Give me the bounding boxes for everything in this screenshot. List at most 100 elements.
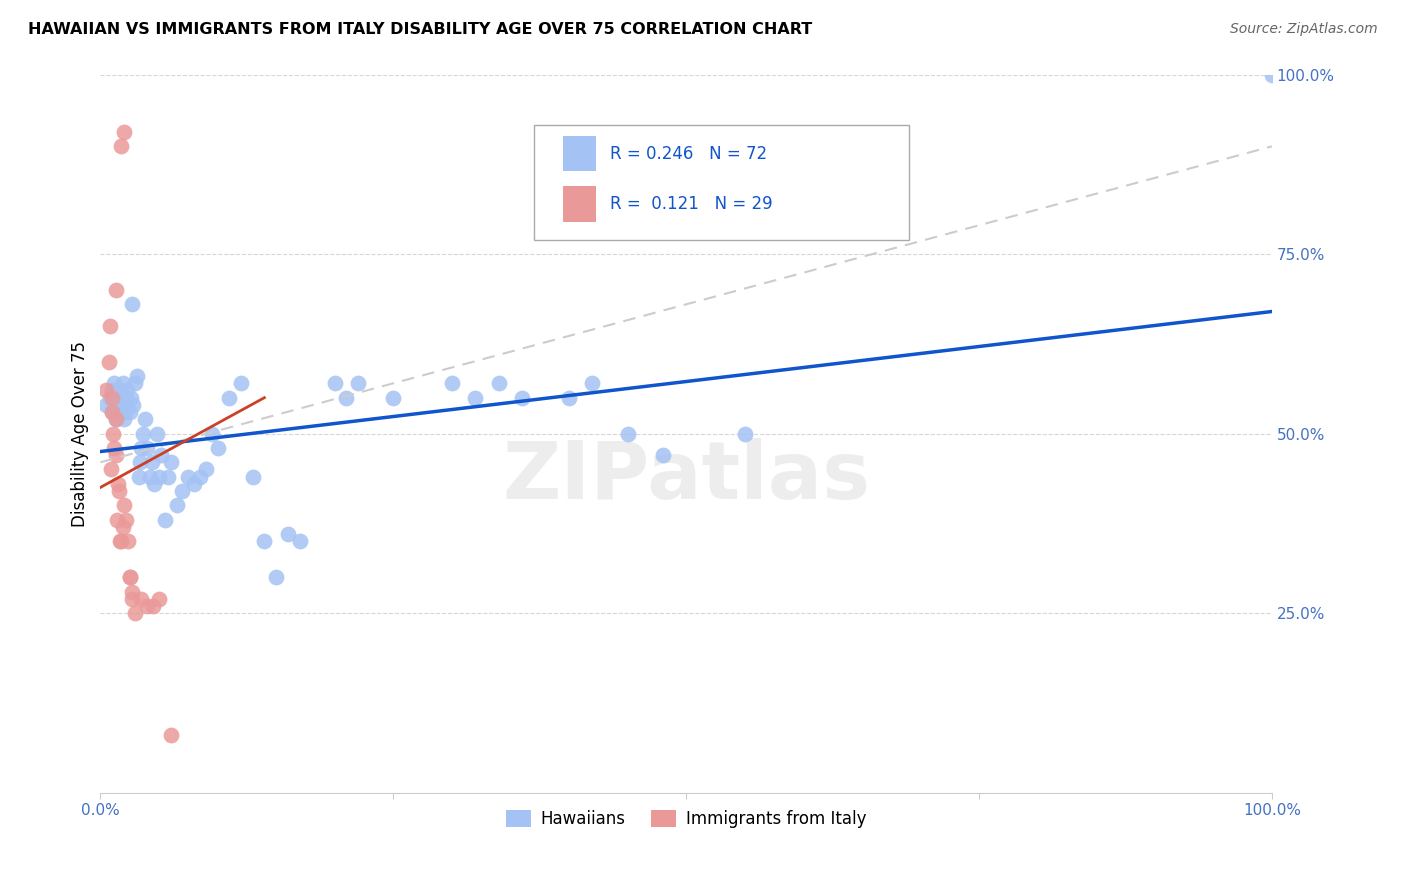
- Point: [172, 483, 194, 498]
- Point: [382, 391, 405, 405]
- Point: [138, 469, 160, 483]
- Point: [440, 376, 463, 391]
- Point: [464, 391, 486, 405]
- Point: [103, 376, 125, 391]
- Point: [118, 405, 141, 419]
- Point: [207, 441, 229, 455]
- Text: ZIPatlas: ZIPatlas: [502, 438, 870, 516]
- Point: [98, 391, 121, 405]
- Point: [107, 398, 129, 412]
- Point: [347, 376, 370, 391]
- Point: [104, 448, 127, 462]
- Point: [129, 455, 152, 469]
- Point: [110, 139, 132, 153]
- Point: [114, 405, 136, 419]
- Point: [277, 527, 299, 541]
- Point: [335, 391, 357, 405]
- Point: [108, 405, 131, 419]
- Text: Source: ZipAtlas.com: Source: ZipAtlas.com: [1230, 22, 1378, 37]
- Point: [117, 384, 139, 398]
- Point: [134, 412, 156, 426]
- Point: [118, 570, 141, 584]
- Point: [96, 384, 118, 398]
- Point: [117, 534, 139, 549]
- Point: [96, 398, 118, 412]
- Point: [201, 426, 224, 441]
- Point: [651, 448, 673, 462]
- Point: [104, 412, 127, 426]
- Point: [218, 391, 240, 405]
- Point: [112, 499, 135, 513]
- Point: [159, 728, 181, 742]
- Bar: [564, 186, 596, 222]
- Point: [100, 462, 122, 476]
- Point: [115, 391, 138, 405]
- Point: [734, 426, 756, 441]
- Point: [110, 534, 132, 549]
- Point: [121, 584, 143, 599]
- Point: [112, 125, 135, 139]
- Point: [148, 591, 170, 606]
- Point: [97, 355, 120, 369]
- Point: [101, 391, 124, 405]
- Point: [131, 441, 153, 455]
- Point: [581, 376, 603, 391]
- Point: [131, 426, 153, 441]
- Point: [122, 398, 145, 412]
- Point: [115, 398, 138, 412]
- Point: [124, 606, 146, 620]
- Point: [488, 376, 510, 391]
- Legend: Hawaiians, Immigrants from Italy: Hawaiians, Immigrants from Italy: [499, 803, 873, 835]
- Point: [121, 591, 143, 606]
- Point: [112, 412, 135, 426]
- Bar: [564, 136, 596, 171]
- Point: [145, 426, 167, 441]
- Point: [229, 376, 252, 391]
- Point: [136, 441, 159, 455]
- Point: [112, 398, 135, 412]
- Point: [1261, 68, 1284, 82]
- Point: [120, 391, 142, 405]
- Point: [148, 469, 170, 483]
- Point: [141, 455, 163, 469]
- Point: [111, 376, 134, 391]
- Point: [121, 297, 143, 311]
- Point: [110, 391, 132, 405]
- Point: [107, 391, 129, 405]
- Point: [264, 570, 287, 584]
- Point: [558, 391, 581, 405]
- Point: [125, 369, 148, 384]
- Point: [242, 469, 264, 483]
- Y-axis label: Disability Age Over 75: Disability Age Over 75: [72, 341, 89, 526]
- Point: [142, 599, 165, 613]
- Point: [166, 499, 188, 513]
- Point: [143, 476, 166, 491]
- Point: [288, 534, 311, 549]
- Point: [103, 426, 125, 441]
- Point: [159, 455, 181, 469]
- Point: [150, 448, 173, 462]
- FancyBboxPatch shape: [534, 125, 908, 240]
- Point: [183, 476, 205, 491]
- Point: [107, 476, 129, 491]
- Point: [103, 441, 125, 455]
- Point: [111, 520, 134, 534]
- Point: [128, 469, 150, 483]
- Point: [153, 513, 176, 527]
- Point: [105, 513, 128, 527]
- Point: [157, 469, 180, 483]
- Point: [114, 391, 136, 405]
- Point: [104, 412, 127, 426]
- Point: [616, 426, 638, 441]
- Point: [118, 570, 141, 584]
- Point: [108, 483, 131, 498]
- Point: [194, 462, 217, 476]
- Point: [101, 384, 124, 398]
- Point: [136, 599, 159, 613]
- Point: [177, 469, 200, 483]
- Point: [188, 469, 211, 483]
- Point: [108, 384, 131, 398]
- Point: [253, 534, 276, 549]
- Point: [110, 398, 132, 412]
- Point: [104, 283, 127, 297]
